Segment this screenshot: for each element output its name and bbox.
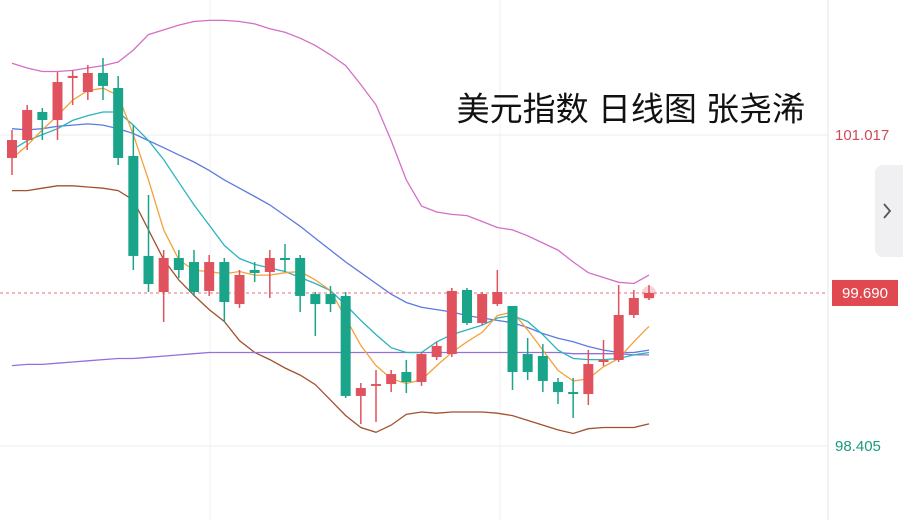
candle-body bbox=[477, 294, 488, 323]
y-tick-label: 98.405 bbox=[835, 438, 881, 455]
candle-body bbox=[446, 290, 457, 355]
indicator-line bbox=[11, 19, 650, 285]
side-toggle[interactable] bbox=[875, 165, 903, 257]
candle-body bbox=[173, 257, 184, 270]
last-price-label: 99.690 bbox=[842, 285, 888, 302]
indicator-line bbox=[11, 123, 650, 354]
last-price-glow bbox=[642, 285, 656, 300]
candle-body bbox=[340, 295, 351, 396]
candle-body bbox=[82, 72, 93, 93]
candle-body bbox=[249, 270, 260, 273]
candle-body bbox=[628, 297, 639, 315]
candle-body bbox=[355, 387, 366, 396]
candle-body bbox=[37, 112, 48, 120]
candle-body bbox=[310, 294, 321, 305]
candle-body bbox=[189, 262, 199, 293]
candle-body bbox=[22, 110, 33, 140]
candle-body bbox=[158, 257, 169, 293]
candle-body bbox=[204, 262, 215, 291]
candle-body bbox=[553, 382, 563, 393]
candle-body bbox=[416, 354, 427, 383]
candle-body bbox=[583, 364, 594, 395]
chart-title: 美元指数 日线图 张尧浠 bbox=[457, 91, 805, 128]
plot bbox=[0, 19, 828, 447]
candle-body bbox=[613, 315, 624, 360]
candle-body bbox=[67, 75, 78, 78]
indicator-line bbox=[11, 111, 650, 361]
candle-body bbox=[52, 82, 63, 120]
candle-body bbox=[537, 355, 548, 381]
candle-body bbox=[401, 372, 412, 383]
candle-body bbox=[325, 294, 336, 305]
candle-body bbox=[128, 155, 139, 256]
indicator-line bbox=[11, 87, 650, 385]
candle-body bbox=[386, 374, 397, 385]
y-tick-label: 101.017 bbox=[835, 127, 889, 144]
candle-body bbox=[264, 257, 275, 273]
chevron-icon[interactable] bbox=[883, 203, 892, 219]
candle-body bbox=[219, 262, 230, 303]
candle-body bbox=[507, 305, 518, 373]
candle-body bbox=[7, 140, 17, 158]
candle-body bbox=[431, 345, 442, 358]
candle-body bbox=[98, 72, 108, 86]
candle-body bbox=[280, 257, 290, 260]
candle-body bbox=[598, 360, 609, 363]
candle-body bbox=[644, 292, 654, 298]
candle-body bbox=[234, 275, 245, 305]
candle-body bbox=[295, 257, 306, 296]
candle-body bbox=[113, 87, 124, 158]
candle-body bbox=[462, 290, 472, 323]
candle-body bbox=[522, 354, 533, 373]
candle-body bbox=[492, 292, 503, 305]
indicator-line bbox=[12, 185, 650, 435]
last-price-box bbox=[832, 279, 898, 306]
candle-body bbox=[371, 384, 381, 386]
candle-body bbox=[143, 255, 154, 285]
candle-body bbox=[568, 392, 579, 395]
